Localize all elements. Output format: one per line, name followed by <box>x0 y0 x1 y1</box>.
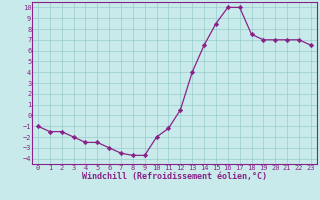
X-axis label: Windchill (Refroidissement éolien,°C): Windchill (Refroidissement éolien,°C) <box>82 172 267 181</box>
